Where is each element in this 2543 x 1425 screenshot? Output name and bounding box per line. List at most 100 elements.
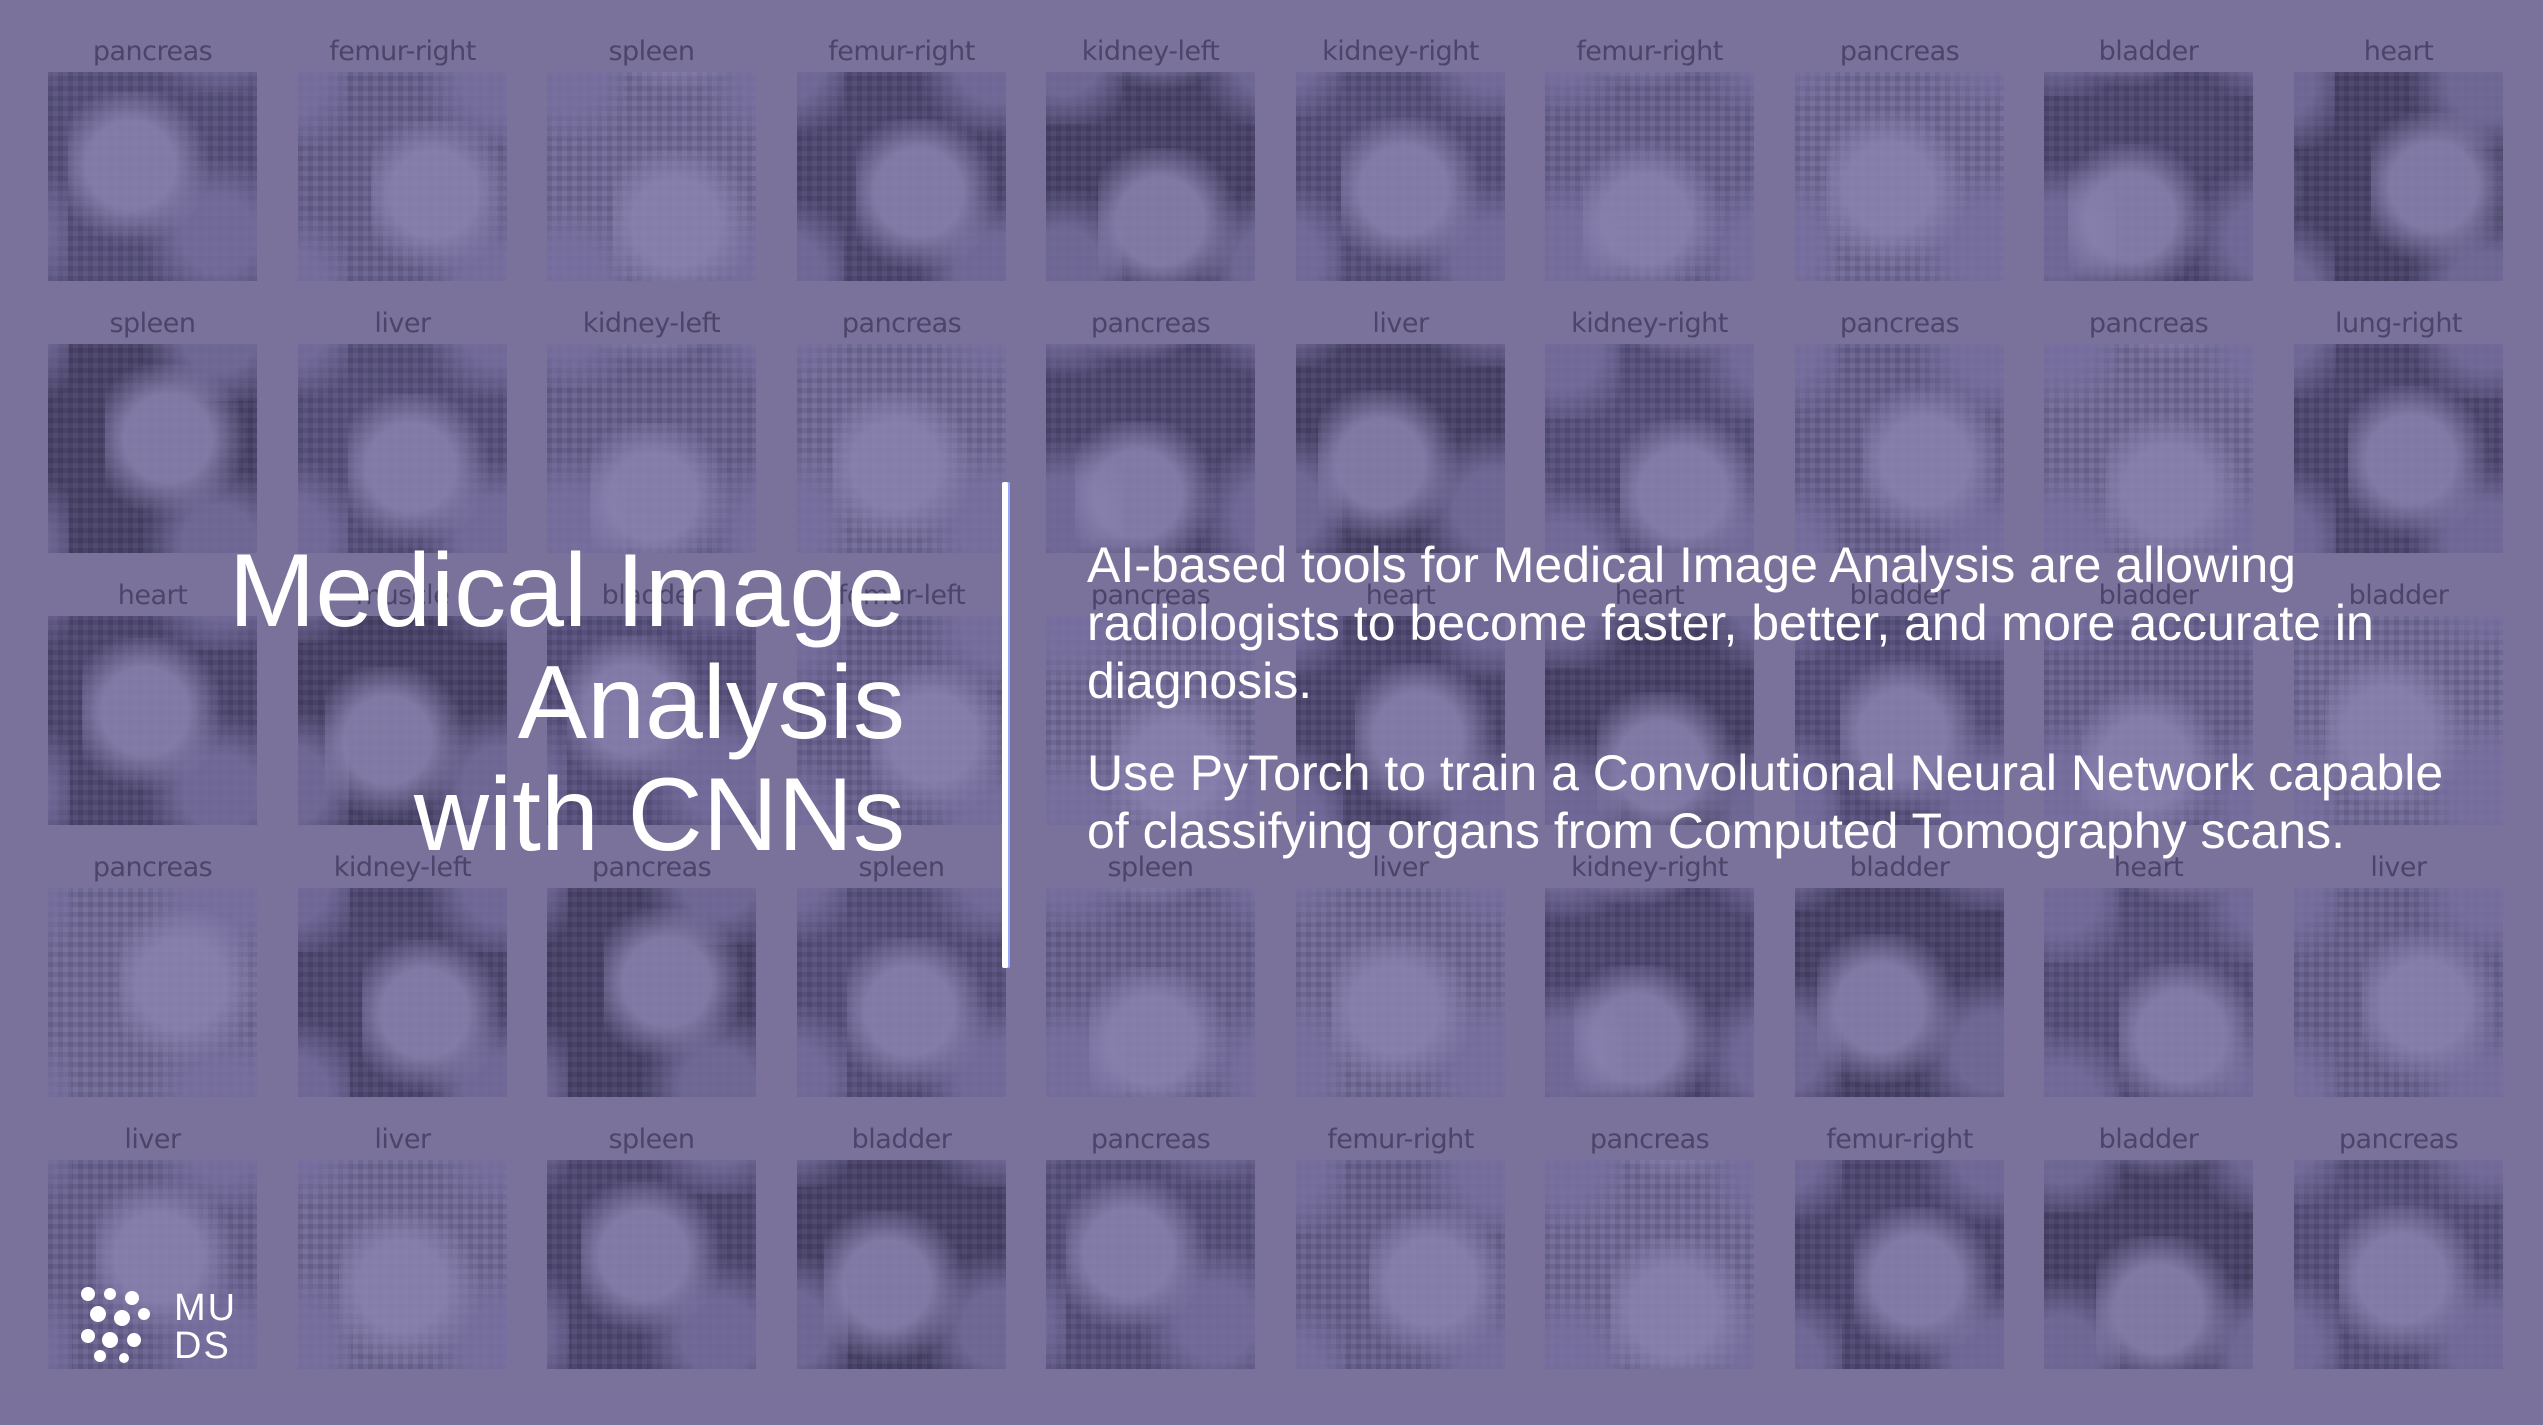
grid-cell-label: pancreas (1090, 1124, 1211, 1155)
grid-cell-label: femur-right (1826, 1124, 1973, 1155)
ct-scan-image (2294, 888, 2503, 1097)
ct-scan-image (1545, 616, 1754, 825)
ct-scan-image (2294, 344, 2503, 553)
ct-scan-image (1795, 616, 2004, 825)
grid-cell-label: liver (124, 1124, 181, 1155)
ct-scan-image (1296, 1160, 1505, 1369)
ct-scan-image (1545, 1160, 1754, 1369)
grid-cell-label: femur-left (837, 580, 966, 611)
ct-scan-image (2044, 1160, 2253, 1369)
grid-cell-label: spleen (109, 308, 196, 339)
grid-cell-label: kidney-left (582, 308, 721, 339)
ct-scan-image (547, 616, 756, 825)
ct-scan-image (2044, 888, 2253, 1097)
grid-cell-label: pancreas (841, 308, 962, 339)
ct-scan-image (1046, 1160, 1255, 1369)
muds-logo: MU DS (81, 1287, 237, 1364)
grid-cell-label: bladder (1849, 580, 1950, 611)
ct-scan-image (1046, 72, 1255, 281)
ct-scan-image (1296, 616, 1505, 825)
grid-cell-label: bladder (2098, 36, 2199, 67)
ct-scan-image (1046, 616, 1255, 825)
ct-scan-image (797, 888, 1006, 1097)
grid-cell-label: kidney-left (333, 852, 472, 883)
grid-cell-label: bladder (2098, 580, 2199, 611)
grid-cell-label: liver (1372, 852, 1429, 883)
grid-cell-label: femur-right (1327, 1124, 1474, 1155)
grid-cell-label: bladder (2098, 1124, 2199, 1155)
grid-cell-label: bladder (851, 1124, 952, 1155)
ct-scan-image (2044, 72, 2253, 281)
ct-scan-image (1795, 1160, 2004, 1369)
grid-cell-label: kidney-left (1081, 36, 1220, 67)
title-line-3: with CNNs (413, 757, 905, 873)
ct-scan-image (1795, 888, 2004, 1097)
grid-cell-label: kidney-right (1322, 36, 1479, 67)
ct-scan-image (2044, 344, 2253, 553)
grid-cell-label: spleen (608, 1124, 695, 1155)
ct-scan-image (547, 344, 756, 553)
grid-cell-label: pancreas (1090, 308, 1211, 339)
ct-scan-image (797, 72, 1006, 281)
grid-cell-label: femur-right (828, 36, 975, 67)
grid-cell-label: heart (1614, 580, 1685, 611)
description-paragraph-1: AI-based tools for Medical Image Analysi… (1087, 537, 2374, 709)
ct-scan-image (797, 1160, 1006, 1369)
title-line-2: Analysis (517, 645, 905, 761)
page-title: Medical Image Analysis with CNNs (120, 535, 905, 871)
grid-cell-label: femur-right (1576, 36, 1723, 67)
title-line-1: Medical Image (228, 533, 905, 649)
ct-scan-image (48, 344, 257, 553)
ct-scan-image (298, 344, 507, 553)
ct-scan-image (298, 616, 507, 825)
ct-scan-image (547, 72, 756, 281)
grid-cell-label: lung-right (2334, 308, 2463, 339)
grid-cell-label: spleen (1107, 852, 1194, 883)
ct-scan-image (1795, 72, 2004, 281)
ct-scan-image (797, 344, 1006, 553)
ct-scan-image (1545, 888, 1754, 1097)
grid-cell-label: bladder (1849, 852, 1950, 883)
grid-cell-label: pancreas (2338, 1124, 2459, 1155)
grid-cell-label: liver (374, 1124, 431, 1155)
ct-scan-image (1046, 344, 1255, 553)
grid-cell-label: liver (374, 308, 431, 339)
ct-scan-image (1296, 888, 1505, 1097)
description-paragraph-2: Use PyTorch to train a Convolutional Neu… (1087, 745, 2444, 859)
grid-cell-label: liver (2370, 852, 2427, 883)
grid-cell-label: heart (1365, 580, 1436, 611)
dots-logo-icon (81, 1287, 150, 1363)
ct-scan-image (797, 616, 1006, 825)
ct-scan-image (298, 72, 507, 281)
description: AI-based tools for Medical Image Analysi… (1087, 536, 2487, 894)
grid-cell-label: spleen (858, 852, 945, 883)
ct-scan-image (1296, 344, 1505, 553)
grid-cell-label: heart (2113, 852, 2184, 883)
grid-cell-label: pancreas (591, 852, 712, 883)
ct-scan-image (48, 616, 257, 825)
grid-cell-label: pancreas (92, 36, 213, 67)
ct-scan-image (298, 1160, 507, 1369)
ct-scan-image (2294, 1160, 2503, 1369)
grid-cell-label: heart (117, 580, 188, 611)
ct-scan-image (1046, 888, 1255, 1097)
grid-cell-label: pancreas (1839, 36, 1960, 67)
ct-scan-image (1545, 72, 1754, 281)
ct-scan-image (1296, 72, 1505, 281)
grid-cell-label: heart (2363, 36, 2434, 67)
grid-cell-label: liver (1372, 308, 1429, 339)
ct-scan-image (547, 888, 756, 1097)
grid-cell-label: pancreas (1839, 308, 1960, 339)
ct-scan-image (48, 888, 257, 1097)
logo-text-top: MU (174, 1287, 237, 1329)
grid-cell-label: pancreas (1589, 1124, 1710, 1155)
grid-cell-label: kidney-right (1571, 852, 1728, 883)
vertical-divider (1002, 482, 1008, 968)
grid-cell-label: femur-right (329, 36, 476, 67)
logo-text-bottom: DS (174, 1325, 231, 1364)
ct-scan-image (1795, 344, 2004, 553)
ct-scan-image (48, 72, 257, 281)
grid-cell-label: pancreas (2088, 308, 2209, 339)
